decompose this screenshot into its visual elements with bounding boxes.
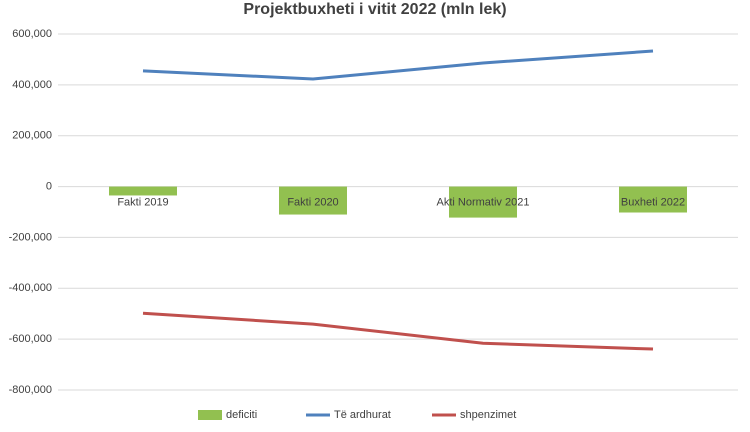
- y-tick-label: 600,000: [12, 28, 52, 40]
- bar: [279, 186, 347, 215]
- legend-label: Të ardhurat: [334, 409, 391, 421]
- y-tick-label: 400,000: [12, 79, 52, 91]
- x-tick-label: Buxheti 2022: [621, 196, 685, 208]
- x-tick-label: Akti Normativ 2021: [437, 196, 530, 208]
- y-tick-label: -200,000: [9, 231, 52, 243]
- x-tick-label: Fakti 2019: [117, 196, 168, 208]
- legend-swatch: [198, 410, 222, 420]
- y-tick-label: -800,000: [9, 384, 52, 396]
- line: [142, 311, 654, 351]
- bar: [619, 186, 687, 213]
- y-tick-label: 0: [46, 180, 52, 192]
- legend-label: shpenzimet: [460, 409, 516, 421]
- y-tick-label: -600,000: [9, 333, 52, 345]
- y-tick-label: 200,000: [12, 130, 52, 142]
- x-tick-label: Fakti 2020: [287, 196, 338, 208]
- bar: [449, 186, 517, 218]
- bar: [109, 186, 177, 196]
- y-tick-label: -400,000: [9, 282, 52, 294]
- line: [142, 49, 654, 81]
- legend-label: deficiti: [226, 409, 257, 421]
- chart-title: Projektbuxheti i vitit 2022 (mln lek): [243, 1, 506, 18]
